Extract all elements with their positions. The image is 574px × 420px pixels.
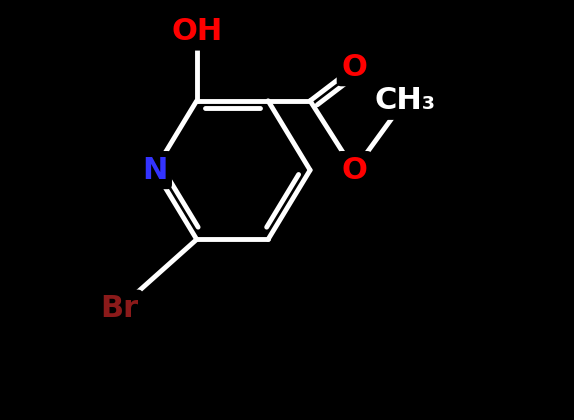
Text: Br: Br: [100, 294, 138, 323]
Text: CH₃: CH₃: [374, 86, 435, 116]
Text: N: N: [142, 155, 168, 185]
Text: O: O: [342, 52, 367, 82]
Text: O: O: [342, 155, 367, 185]
Text: OH: OH: [171, 17, 222, 46]
